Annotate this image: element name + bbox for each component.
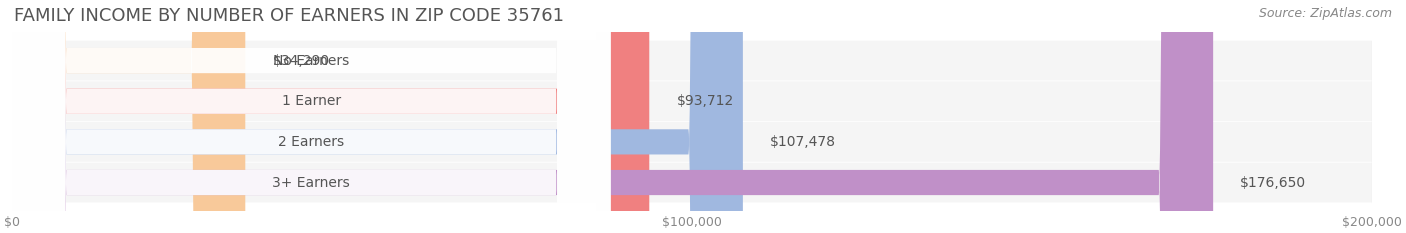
Text: No Earners: No Earners [273, 54, 350, 68]
FancyBboxPatch shape [13, 0, 610, 233]
FancyBboxPatch shape [13, 0, 610, 233]
FancyBboxPatch shape [13, 81, 1372, 121]
FancyBboxPatch shape [13, 0, 245, 233]
FancyBboxPatch shape [13, 0, 650, 233]
Text: $34,290: $34,290 [273, 54, 329, 68]
Text: 3+ Earners: 3+ Earners [273, 175, 350, 189]
FancyBboxPatch shape [13, 0, 610, 233]
Text: Source: ZipAtlas.com: Source: ZipAtlas.com [1258, 7, 1392, 20]
Text: $107,478: $107,478 [770, 135, 837, 149]
FancyBboxPatch shape [13, 0, 610, 233]
Text: 1 Earner: 1 Earner [281, 94, 340, 108]
FancyBboxPatch shape [13, 163, 1372, 202]
FancyBboxPatch shape [13, 41, 1372, 80]
FancyBboxPatch shape [13, 122, 1372, 162]
Text: $176,650: $176,650 [1240, 175, 1306, 189]
Text: FAMILY INCOME BY NUMBER OF EARNERS IN ZIP CODE 35761: FAMILY INCOME BY NUMBER OF EARNERS IN ZI… [14, 7, 564, 25]
FancyBboxPatch shape [13, 0, 1213, 233]
Text: $93,712: $93,712 [676, 94, 734, 108]
Text: 2 Earners: 2 Earners [278, 135, 344, 149]
FancyBboxPatch shape [13, 0, 742, 233]
